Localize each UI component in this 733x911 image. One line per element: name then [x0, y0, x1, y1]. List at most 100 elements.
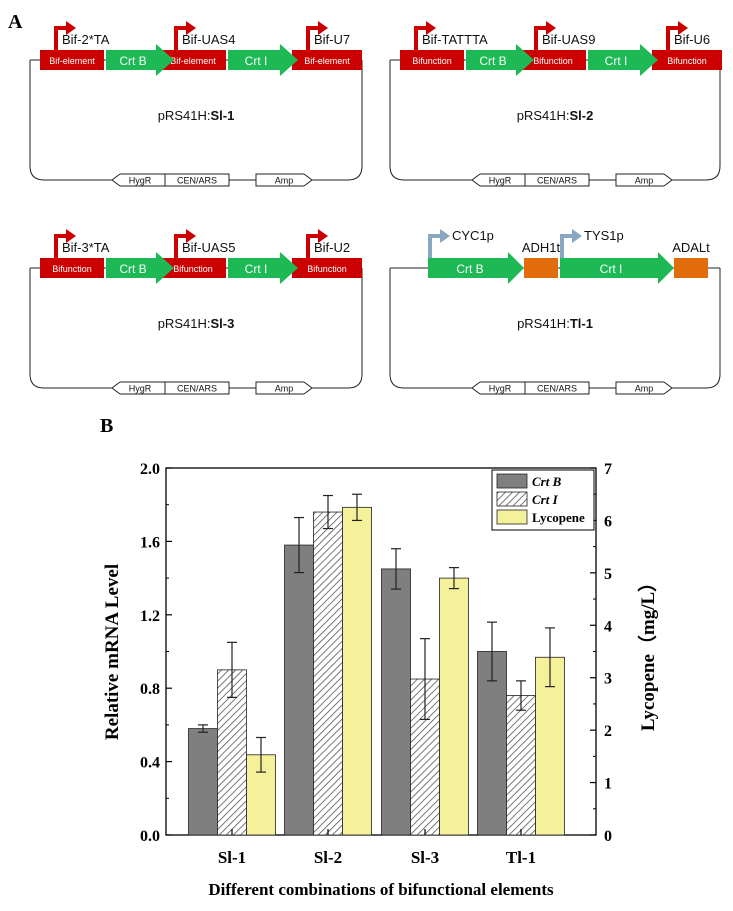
marker-shape [255, 381, 313, 395]
terminator-box [524, 258, 558, 278]
panel-a-label: A [8, 11, 23, 33]
x-axis-label: Different combinations of bifunctional e… [208, 880, 554, 899]
promoter-arrowhead [186, 21, 196, 35]
promoter-arrow [174, 26, 188, 50]
marker-shape [164, 381, 230, 395]
right-tick-label: 4 [604, 618, 612, 635]
right-tick-label: 3 [604, 671, 612, 688]
element-label: Bifunction [533, 56, 573, 66]
promoter-arrowhead [426, 21, 436, 35]
promoter-arrow [560, 234, 574, 258]
marker-label: CEN/ARS [537, 384, 577, 394]
construct-name-id: Sl-2 [569, 108, 593, 123]
right-tick-label: 0 [604, 828, 612, 845]
marker-shape [255, 173, 313, 187]
construct-name-id: Sl-1 [210, 108, 234, 123]
panel-b-label: B [100, 415, 113, 437]
bifunctional-element [40, 50, 104, 70]
element-label: Bifunction [412, 56, 452, 66]
promoter-label: Bif-UAS4 [182, 32, 235, 47]
gene-label: Crt I [600, 262, 623, 276]
bar-crt-i [313, 511, 343, 836]
bar-crt-b [188, 728, 218, 836]
right-tick-label: 2 [604, 723, 612, 740]
element-label: Bif-element [304, 56, 350, 66]
x-tick-label: Sl-1 [218, 848, 246, 867]
promoter-label: Bif-2*TA [62, 32, 110, 47]
bars [188, 493, 565, 836]
marker-label: CEN/ARS [177, 384, 217, 394]
terminator-box [674, 258, 708, 278]
promoter-arrow [306, 234, 320, 258]
construct-name-id: Sl-3 [210, 316, 234, 331]
construct-name: pRS41H:Sl-3 [158, 316, 235, 331]
promoter-label: Bif-UAS5 [182, 240, 235, 255]
gene-arrow [228, 44, 298, 76]
left-tick-label: 0.4 [140, 755, 160, 772]
gene-label: Crt I [605, 54, 628, 68]
bifunctional-element [160, 258, 226, 278]
promoter-arrow [666, 26, 680, 50]
x-tick-label: Tl-1 [506, 848, 536, 867]
promoter-arrowhead [572, 229, 582, 243]
legend: Crt B Crt I Lycopene [491, 469, 595, 531]
right-axis-ticks: 0 1 2 3 4 5 6 7 [590, 461, 612, 845]
gene-label: Crt B [456, 262, 483, 276]
bifunctional-element [292, 258, 362, 278]
bifunctional-element [652, 50, 722, 70]
legend-label: Lycopene [532, 510, 585, 525]
gene-arrow [228, 252, 298, 284]
legend-label: Crt B [532, 474, 562, 489]
left-axis-ticks: 0.0 0.4 0.8 1.2 1.6 2.0 [140, 461, 172, 845]
promoter-arrow [428, 234, 442, 258]
marker-label: HygR [129, 384, 152, 394]
gene-arrow [588, 44, 658, 76]
construct-name: pRS41H:Sl-2 [517, 108, 594, 123]
bifunctional-element [520, 50, 586, 70]
promoter-arrowhead [318, 229, 328, 243]
promoter-arrow [534, 26, 548, 50]
promoter-arrow [54, 234, 68, 258]
marker-label: Amp [275, 384, 294, 394]
construct-1: Bif-element Bif-2*TA Bif-element Bif-UAS4 Bi… [29, 21, 363, 187]
bifunctional-element [400, 50, 464, 70]
left-tick-label: 1.2 [140, 608, 160, 625]
promoter-label: Bif-UAS9 [542, 32, 595, 47]
x-categories: Sl-1 Sl-2 Sl-3 Tl-1 [218, 829, 536, 867]
element-label: Bif-element [49, 56, 95, 66]
element-label: Bif-element [170, 56, 216, 66]
promoter-arrow [174, 234, 188, 258]
promoter-label: Bif-U2 [314, 240, 350, 255]
element-label: Bifunction [307, 264, 347, 274]
promoter-arrowhead [186, 229, 196, 243]
gene-label: Crt B [119, 262, 146, 276]
promoter-arrowhead [546, 21, 556, 35]
promoter-arrowhead [66, 21, 76, 35]
bar-lycopene [342, 506, 372, 836]
gene-arrow [106, 252, 174, 284]
element-label: Bifunction [52, 264, 92, 274]
marker-label: Amp [275, 176, 294, 186]
gene-arrow [466, 44, 534, 76]
construct-name-id: Tl-1 [570, 316, 593, 331]
promoter-label: Bif-U6 [674, 32, 710, 47]
marker-label: Amp [635, 384, 654, 394]
marker-shape [615, 173, 673, 187]
promoter-arrow [54, 26, 68, 50]
y-axis-left-label: Relative mRNA Level [102, 564, 123, 740]
construct-name-prefix: pRS41H: [517, 316, 570, 331]
construct-name-prefix: pRS41H: [517, 108, 570, 123]
gene-label: Crt B [479, 54, 506, 68]
right-tick-label: 7 [604, 461, 612, 478]
promoter-arrowhead [66, 229, 76, 243]
marker-label: HygR [489, 384, 512, 394]
right-tick-label: 1 [604, 776, 612, 793]
bar-crt-b [284, 544, 314, 836]
x-tick-label: Sl-3 [411, 848, 439, 867]
promoter-label: TYS1p [584, 228, 624, 243]
construct-name: pRS41H:Sl-1 [158, 108, 235, 123]
marker-shape [524, 381, 590, 395]
construct-name-prefix: pRS41H: [158, 108, 211, 123]
marker-label: CEN/ARS [537, 176, 577, 186]
